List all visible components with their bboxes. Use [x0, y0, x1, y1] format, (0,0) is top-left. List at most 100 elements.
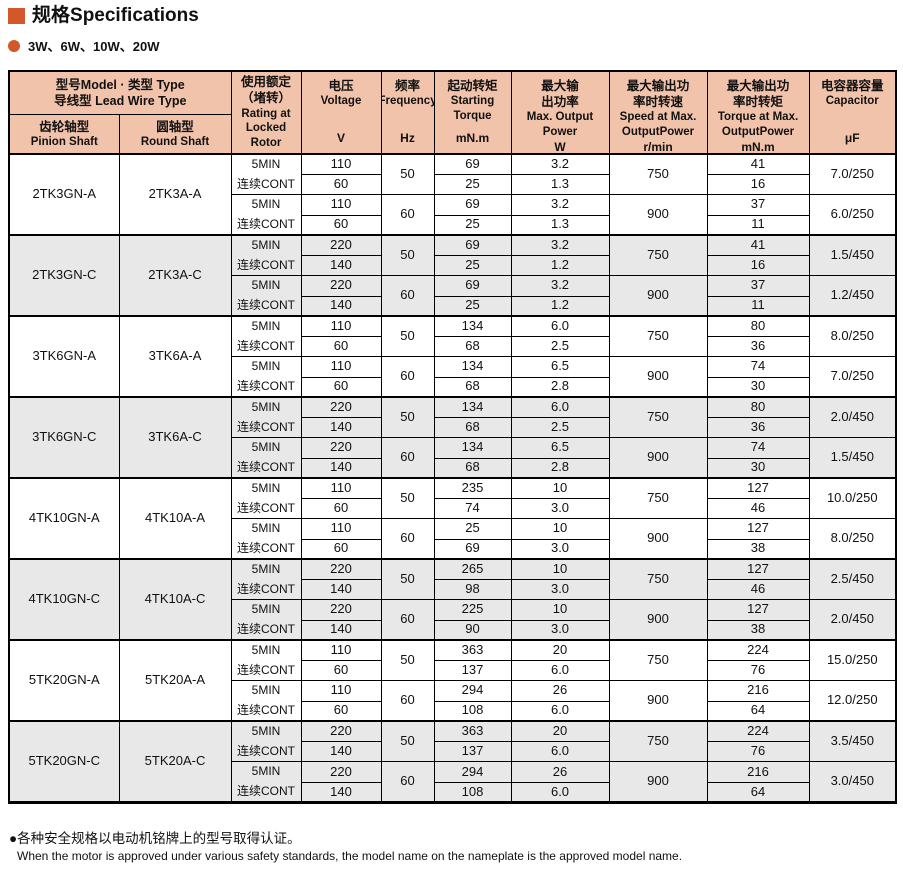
frequency-cell: 50	[380, 396, 435, 439]
torque-at-max-cell: 37	[706, 275, 810, 297]
torque-at-max-cell: 76	[706, 741, 810, 763]
starting-torque-cell: 108	[433, 700, 512, 722]
starting-torque-cell: 90	[433, 619, 512, 641]
voltage-cell: 220	[300, 437, 382, 459]
starting-torque-cell: 98	[433, 579, 512, 601]
col-header-pinion-shaft: 齿轮轴型 Pinion Shaft	[8, 114, 120, 155]
torque-at-max-cell: 11	[706, 295, 810, 317]
col-header-starting-torque: 起动转矩 Starting Torque mN.m	[433, 70, 512, 155]
spec-row: 140 25 1.2 11	[9, 295, 896, 317]
starting-torque-unit: mN.m	[455, 131, 490, 146]
torque-at-max-cell: 80	[706, 315, 810, 338]
model-pinion-cell: 2TK3GN-A	[8, 153, 120, 236]
wattage-list: 3W、6W、10W、20W	[28, 39, 160, 54]
speed-zh2: 率时转速	[633, 94, 684, 109]
rating-cell: 5MIN 连续CONT	[230, 720, 302, 763]
torque-at-max-cell: 30	[706, 457, 810, 479]
spec-row: 5TK20GN-C 5TK20A-C 5MIN 连续CONT 220 50 363 20 750…	[8, 720, 897, 804]
col-header-model-type: 型号Model · 类型 Type 导线型 Lead Wire Type	[8, 70, 232, 116]
rating-cell: 5MIN 连续CONT	[230, 437, 302, 479]
torque-at-max-cell: 74	[706, 356, 810, 378]
model-pinion-cell: 5TK20GN-A	[8, 639, 120, 722]
frequency-en: Frequency	[381, 94, 435, 107]
torque-at-max-cell: 127	[706, 599, 810, 621]
max-power-en2: Power	[542, 126, 578, 139]
spec-row: 140 25 1.2 16	[9, 255, 896, 277]
rating-line3: Rating at	[241, 107, 291, 120]
torque-at-max-cell: 80	[706, 396, 810, 419]
rating-cell: 5MIN 连续CONT	[230, 599, 302, 641]
voltage-cell: 60	[300, 336, 382, 358]
col-header-speed-at-max: 最大输出功 率时转速 Speed at Max. OutputPower r/m…	[608, 70, 708, 155]
torque-at-max-cell: 37	[706, 194, 810, 216]
capacitor-cell: 2.0/450	[808, 396, 897, 439]
rating-cell: 5MIN 连续CONT	[230, 680, 302, 722]
rating-line5: Rotor	[250, 137, 282, 150]
max-power-cell: 1.2	[510, 295, 610, 317]
max-power-cell: 6.0	[510, 700, 610, 722]
rating-cell: 5MIN 连续CONT	[230, 356, 302, 398]
spec-row: 2TK3GN-A 2TK3A-A 5MIN 连续CONT 110 50 69 3.2 750 41…	[8, 153, 897, 236]
voltage-cell: 140	[300, 619, 382, 641]
max-power-cell: 3.2	[510, 234, 610, 257]
model-pinion-cell: 5TK20GN-C	[8, 720, 120, 804]
spec-row: 5MIN 连续CONT 220 60 69 3.2 900 37 1.2/450	[9, 275, 897, 317]
rating-cell: 5MIN 连续CONT	[230, 396, 302, 439]
starting-torque-cell: 74	[433, 498, 512, 520]
voltage-cell: 110	[300, 518, 382, 540]
spec-row: 60 25 1.3 11	[9, 214, 896, 236]
footnote: ●各种安全规格以电动机铭牌上的型号取得认证。 When the motor is…	[8, 827, 895, 863]
rating-cell: 5MIN 连续CONT	[230, 477, 302, 520]
starting-torque-cell: 69	[433, 234, 512, 257]
model-round-cell: 2TK3A-C	[118, 234, 232, 317]
spec-row: 5MIN 连续CONT 110 60 25 10 900 127 8.0/250	[9, 518, 897, 560]
round-en: Round Shaft	[140, 135, 210, 148]
rating-line1: 使用额定	[241, 75, 292, 89]
round-zh: 圆轴型	[156, 119, 194, 134]
torque-at-max-cell: 64	[706, 700, 810, 722]
speed-cell: 900	[608, 518, 708, 560]
speed-cell: 900	[608, 356, 708, 398]
voltage-cell: 60	[300, 700, 382, 722]
starting-torque-cell: 68	[433, 376, 512, 398]
torque-at-max-cell: 127	[706, 558, 810, 581]
capacitor-cell: 8.0/250	[808, 315, 897, 358]
torque-at-max-cell: 216	[706, 680, 810, 702]
voltage-unit: V	[337, 131, 346, 146]
frequency-cell: 50	[380, 558, 435, 601]
starting-torque-cell: 68	[433, 417, 512, 439]
starting-torque-cell: 235	[433, 477, 512, 500]
page-title-en: Specifications	[70, 5, 199, 26]
voltage-cell: 220	[300, 275, 382, 297]
torque-at-max-cell: 46	[706, 579, 810, 601]
max-power-cell: 6.0	[510, 315, 610, 338]
starting-torque-cell: 225	[433, 599, 512, 621]
max-power-cell: 2.8	[510, 457, 610, 479]
torque-at-max-cell: 64	[706, 781, 810, 804]
rating-cell: 5MIN 连续CONT	[230, 194, 302, 236]
torque-max-zh2: 率时转矩	[733, 94, 784, 109]
torque-at-max-cell: 11	[706, 214, 810, 236]
starting-torque-cell: 108	[433, 781, 512, 804]
starting-torque-cell: 69	[433, 538, 512, 560]
model-pinion-cell: 4TK10GN-C	[8, 558, 120, 641]
starting-torque-cell: 68	[433, 457, 512, 479]
spec-row: 3TK6GN-A 3TK6A-A 5MIN 连续CONT 110 50 134 6.0 750 8…	[8, 315, 897, 398]
specifications-table: 型号Model · 类型 Type 导线型 Lead Wire Type 使用额…	[8, 70, 898, 805]
section-title-row: 规格Specifications	[8, 6, 895, 25]
col-header-round-shaft: 圆轴型 Round Shaft	[118, 114, 232, 155]
spec-row: 60 74 3.0 46	[9, 498, 896, 520]
frequency-cell: 60	[380, 275, 435, 317]
starting-torque-cell: 25	[433, 295, 512, 317]
starting-torque-cell: 137	[433, 660, 512, 682]
starting-torque-cell: 363	[433, 639, 512, 662]
wattage-row: 3W、6W、10W、20W	[8, 36, 895, 55]
frequency-cell: 60	[380, 518, 435, 560]
speed-zh1: 最大输出功	[626, 78, 690, 93]
model-type-line2: 导线型 Lead Wire Type	[54, 94, 187, 109]
spec-row: 140 98 3.0 46	[9, 579, 896, 601]
model-pinion-cell: 4TK10GN-A	[8, 477, 120, 560]
capacitor-zh: 电容器容量	[821, 78, 884, 93]
model-type-line1: 型号Model · 类型 Type	[55, 77, 185, 92]
voltage-cell: 110	[300, 356, 382, 378]
